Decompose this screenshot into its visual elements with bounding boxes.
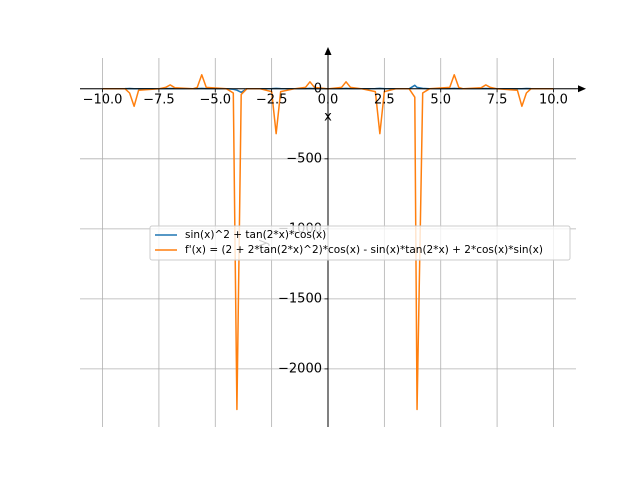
- x-tick-label: −2.5: [256, 92, 288, 107]
- x-axis-label: x: [324, 109, 332, 124]
- x-tick-label: −5.0: [199, 92, 231, 107]
- x-tick-label: 2.5: [374, 92, 395, 107]
- axes: −10.0 −7.5 −5.0 −2.5 0.0 2.5 5.0 7.5 10.00−500−1…: [80, 47, 586, 427]
- legend: sin(x)^2 + tan(2*x)*cos(x) f'(x) = (2 + 2…: [149, 225, 571, 261]
- x-tick-label: −7.5: [143, 92, 175, 107]
- legend-label: f'(x) = (2 + 2*tan(2*x)^2)*cos(x) - sin(…: [185, 244, 543, 256]
- y-tick-label: −2000: [278, 361, 322, 376]
- legend-box: [149, 225, 571, 261]
- x-tick-label: −10.0: [83, 92, 123, 107]
- x-tick-label: 10.0: [539, 92, 568, 107]
- x-arrow: [578, 85, 586, 93]
- y-tick-label: −500: [286, 151, 322, 166]
- y-tick-label: −1500: [278, 291, 322, 306]
- legend-label: sin(x)^2 + tan(2*x)*cos(x): [185, 229, 326, 241]
- y-arrow: [324, 47, 332, 55]
- x-tick-label: 5.0: [430, 92, 451, 107]
- x-tick-label: 7.5: [487, 92, 508, 107]
